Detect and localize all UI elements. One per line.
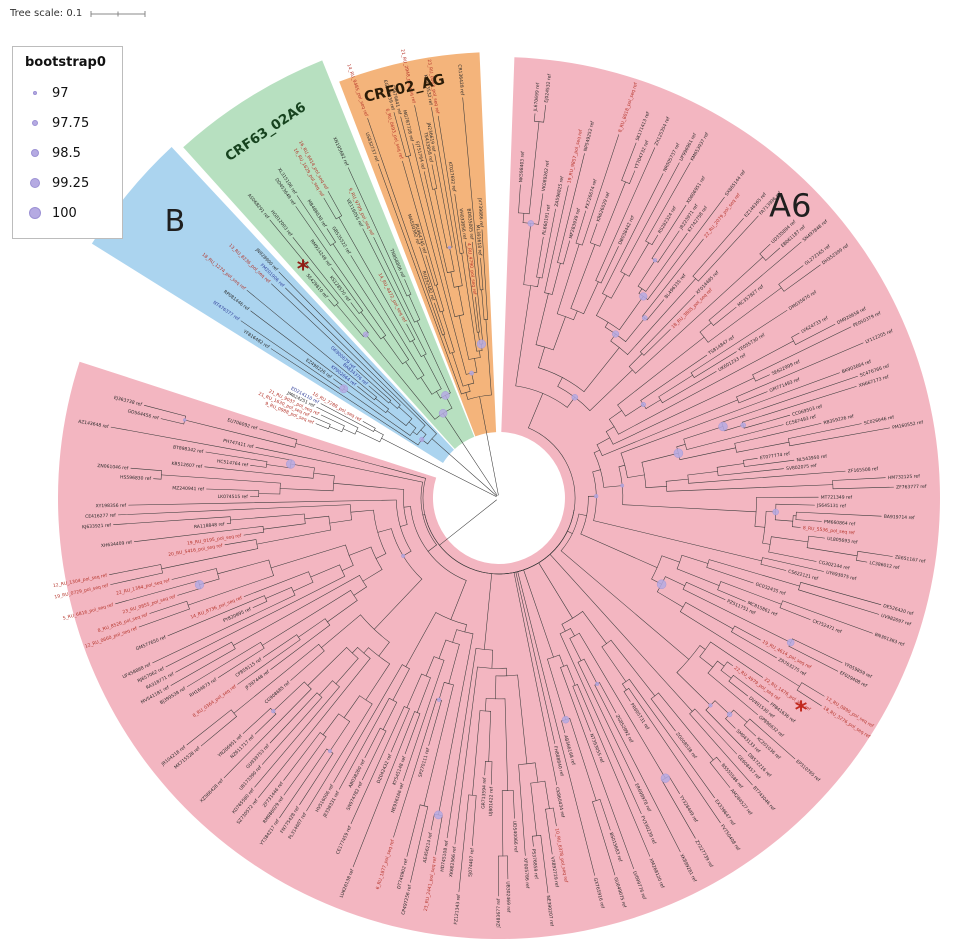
legend-entry-label: 97 <box>52 85 69 101</box>
tree-scale-bar <box>90 10 146 17</box>
leaf-label: SJ074407 ref <box>467 848 475 878</box>
leaf-label: NL543950 ref <box>796 453 828 463</box>
leaf-label: ZA596825 ref <box>554 175 566 207</box>
legend-entry: 97.75 <box>25 108 106 138</box>
leaf-label: ZF165508 ref <box>848 466 879 474</box>
legend-title: bootstrap0 <box>25 55 106 70</box>
leaf-label: JZ483677 ref <box>496 898 502 929</box>
tree-scale-label: Tree scale: 0.1 <box>10 8 83 19</box>
tree-branches <box>109 97 894 897</box>
leaf-label: HS596830 ref <box>120 474 152 482</box>
leaf-label: HM732125 ref <box>888 473 921 481</box>
leaf-label: KB512607 ref <box>171 461 203 470</box>
leaf-label: ET077774 ref <box>760 451 791 462</box>
leaf-label: SV802075 ref <box>786 463 818 472</box>
legend-entry: 97 <box>25 78 106 108</box>
leaf-label: BD835005 ref <box>465 208 474 240</box>
bootstrap-size-dot <box>25 178 45 188</box>
leaf-label: FZ121343 ref <box>453 894 462 925</box>
leaf-label: ZE651167 ref <box>894 554 926 564</box>
sector-A6 <box>57 57 940 940</box>
leaf-label: UL805693 ref <box>827 536 858 546</box>
leaf-label: RL660191 ref <box>541 204 552 235</box>
clade-label-A6: A6 <box>769 187 811 225</box>
leaf-label: XF005786 ref <box>522 858 530 889</box>
bootstrap-nodes <box>182 220 795 820</box>
leaf-label: NE390207 ref <box>545 895 555 927</box>
leaf-label: BT898342 ref <box>173 444 205 455</box>
leaf-label: AZ143648 ref <box>78 419 110 431</box>
leaf-label: ZF763777 ref <box>896 484 927 491</box>
leaf-label: 8_RU_5536_pol_seq ref <box>803 525 856 536</box>
leaf-label: VH033856 ref <box>457 208 467 240</box>
leaf-label: PM160552 ref <box>892 419 924 431</box>
leaf-label: PM660864 ref <box>824 519 856 527</box>
leaf-label: RA118848 ref <box>194 521 226 530</box>
legend-entry-label: 99.25 <box>52 175 90 191</box>
bootstrap-size-dot <box>25 149 45 157</box>
leaf-label: UD540066 ref <box>511 821 519 853</box>
bootstrap-size-dot <box>25 120 45 126</box>
legend-entry: 99.25 <box>25 168 106 198</box>
leaf-label: BA919714 ref <box>884 514 916 521</box>
leaf-label: CE416277 ref <box>85 512 116 519</box>
leaf-label: XH634409 ref <box>101 539 133 549</box>
leaf-label: KV073532 ref <box>422 74 433 106</box>
bootstrap-size-dot <box>25 91 45 95</box>
sector-CRF63_02A6 <box>183 60 475 450</box>
leaf-label: VX892729 ref <box>549 856 560 888</box>
leaf-label: EJ024532 ref <box>544 73 553 103</box>
legend-entry: 100 <box>25 198 106 228</box>
legend-entry-label: 97.75 <box>52 115 90 131</box>
legend-entries: 97 97.75 98.5 99.25 100 <box>25 78 106 228</box>
leaf-label: CR136428 ref <box>456 64 465 96</box>
tree-scale: Tree scale: 0.1 <box>10 8 152 19</box>
highlight-asterisk: * <box>795 696 808 724</box>
highlight-asterisk: * <box>297 255 310 283</box>
bootstrap-legend: bootstrap0 97 97.75 98.5 99.25 100 <box>12 46 123 239</box>
leaf-label: ML391618 ref <box>474 224 482 256</box>
leaf-label: JV739886 ref <box>476 197 484 228</box>
leaf-label: JL670699 ref <box>533 82 542 112</box>
leaf-label: VK089262 ref <box>541 160 551 192</box>
legend-entry-label: 100 <box>52 205 77 221</box>
leaf-label: LK074515 ref <box>218 494 249 500</box>
leaf-label: JN236619 ref <box>425 121 437 152</box>
leaf-label: HC514764 ref <box>217 458 249 468</box>
leaf-label: MZ240941 ref <box>172 485 204 492</box>
leaf-label: PS376859 ref <box>530 849 539 880</box>
leaf-label: LC386012 ref <box>869 560 900 571</box>
leaf-label: XK682566 ref <box>448 846 458 878</box>
leaf-label: KJ633921 ref <box>82 522 112 530</box>
leaf-label: XY198356 ref <box>96 503 127 510</box>
leaf-label: GR713594 ref <box>480 777 488 809</box>
leaf-label: HD745108 ref <box>439 840 450 873</box>
leaf-label: NK598403 ref <box>518 151 526 183</box>
sector-CRF02_AG <box>339 52 497 437</box>
leaf-label: UB302469 ref <box>505 881 512 913</box>
legend-entry: 98.5 <box>25 138 106 168</box>
bootstrap-size-dot <box>25 207 45 219</box>
leaf-label: ZN061046 ref <box>97 463 129 472</box>
leaf-label: JS645131 ref <box>816 503 846 510</box>
leaf-label: KT027692 ref <box>447 161 457 192</box>
clade-label-B: B <box>165 204 186 239</box>
leaf-label: MT721349 ref <box>821 495 853 501</box>
legend-entry-label: 98.5 <box>52 145 81 161</box>
leaf-label: UJ801422 ref <box>488 786 495 816</box>
sector-B <box>91 147 455 463</box>
clade-sectors <box>57 52 940 940</box>
